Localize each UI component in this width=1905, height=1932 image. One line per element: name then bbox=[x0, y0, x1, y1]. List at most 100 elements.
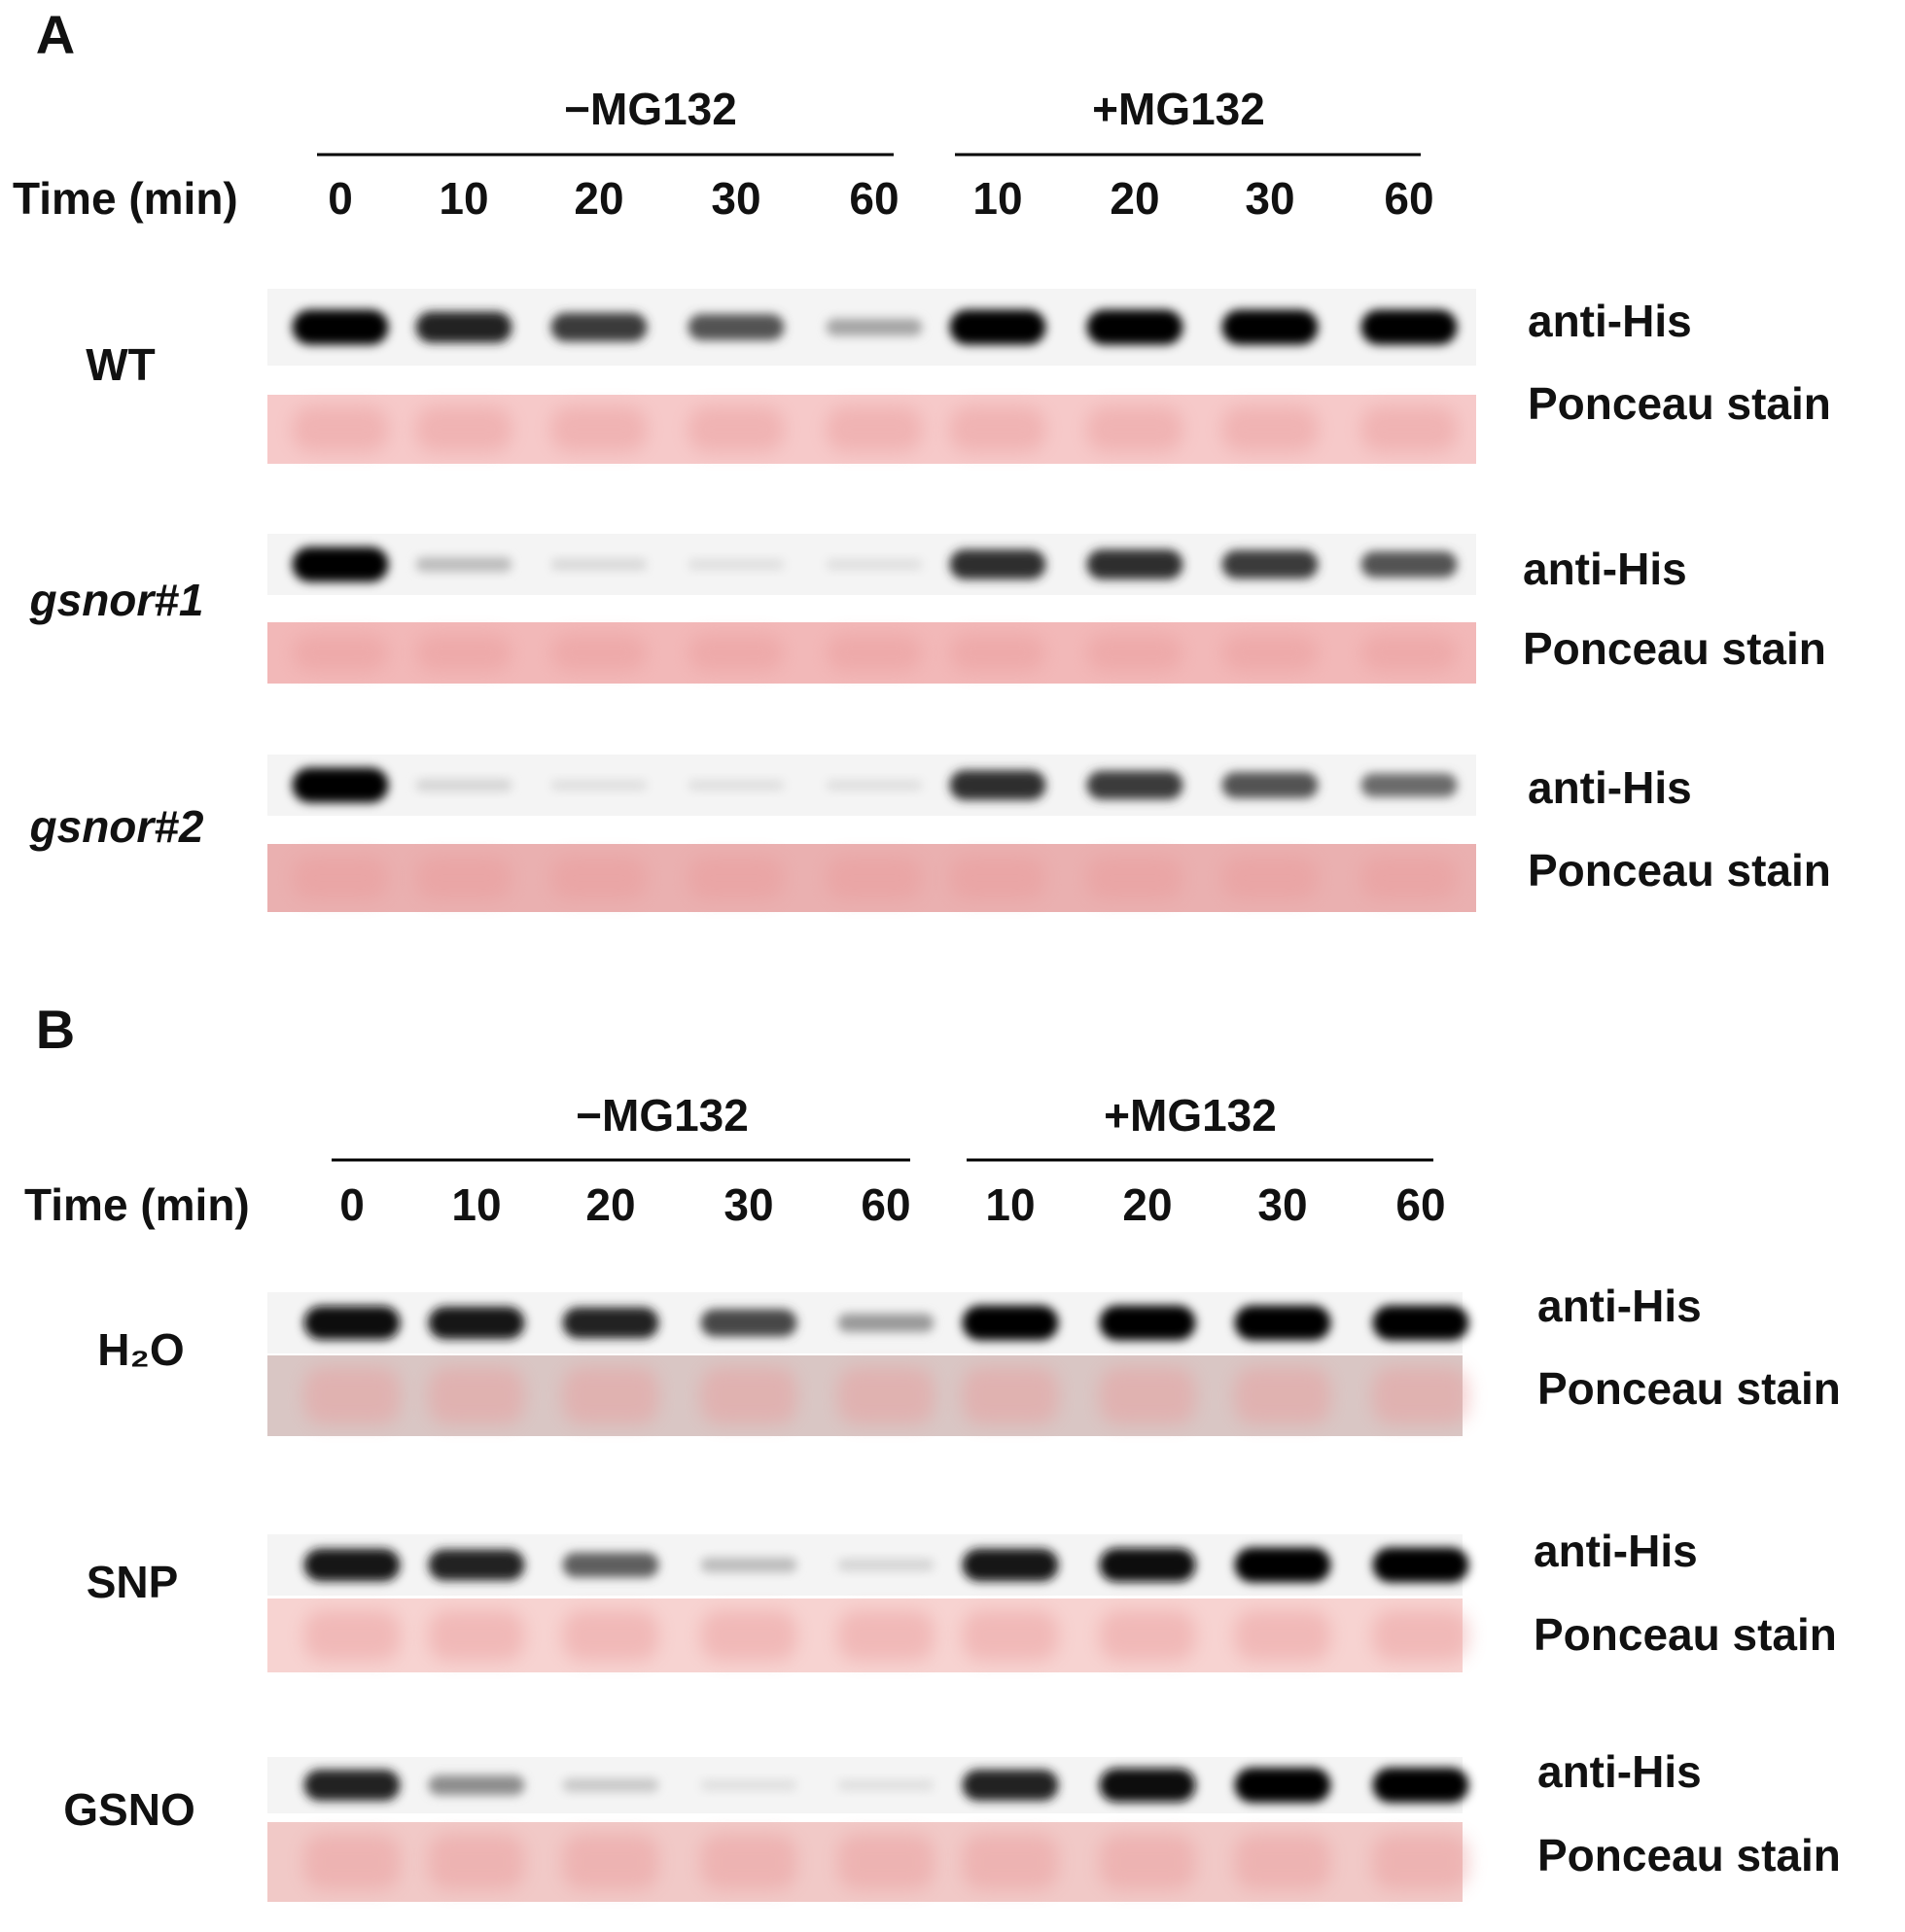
time-point: 30 bbox=[723, 1179, 773, 1230]
ponceau-band bbox=[688, 406, 785, 452]
sample-label: SNP bbox=[87, 1557, 179, 1607]
ponceau-band bbox=[688, 856, 785, 900]
blot-label: anti-His bbox=[1528, 762, 1692, 813]
panel-label: A bbox=[36, 4, 75, 65]
ponceau-band bbox=[1360, 856, 1458, 900]
ponceau-band bbox=[550, 634, 648, 672]
time-point: 30 bbox=[1245, 173, 1294, 224]
band bbox=[962, 1305, 1059, 1341]
ponceau-band bbox=[949, 634, 1046, 672]
blot-label: Ponceau stain bbox=[1537, 1830, 1841, 1880]
time-point: 0 bbox=[339, 1179, 365, 1230]
band bbox=[1099, 1768, 1196, 1803]
ponceau-band bbox=[1360, 406, 1458, 452]
time-point: 20 bbox=[1122, 1179, 1172, 1230]
band bbox=[562, 1778, 659, 1792]
band bbox=[837, 1779, 935, 1791]
band bbox=[1372, 1547, 1469, 1583]
band bbox=[415, 311, 512, 343]
band bbox=[1086, 549, 1183, 580]
band bbox=[1234, 1768, 1331, 1803]
blot-label: anti-His bbox=[1523, 544, 1687, 594]
ponceau-band bbox=[1234, 1610, 1331, 1661]
ponceau-band bbox=[826, 634, 923, 672]
ponceau-band bbox=[1099, 1610, 1196, 1661]
ponceau-band bbox=[700, 1834, 797, 1890]
ponceau-band bbox=[562, 1367, 659, 1424]
blot bbox=[267, 755, 1476, 912]
ponceau-band bbox=[837, 1610, 935, 1661]
band bbox=[562, 1552, 659, 1578]
time-point: 60 bbox=[1384, 173, 1433, 224]
sample-label: WT bbox=[86, 339, 156, 390]
band bbox=[688, 314, 785, 340]
sample-label: H₂O bbox=[97, 1324, 184, 1375]
band bbox=[1099, 1305, 1196, 1341]
band bbox=[1221, 309, 1319, 345]
band bbox=[826, 558, 923, 571]
time-label: Time (min) bbox=[13, 173, 238, 224]
band bbox=[1221, 549, 1319, 580]
sample-label: gsnor#2 bbox=[29, 801, 204, 852]
band bbox=[949, 549, 1046, 580]
band bbox=[550, 779, 648, 791]
ponceau-band bbox=[962, 1834, 1059, 1890]
time-point: 10 bbox=[439, 173, 488, 224]
time-point: 10 bbox=[985, 1179, 1035, 1230]
ponceau-band bbox=[415, 406, 512, 452]
band bbox=[837, 1559, 935, 1571]
ponceau-band bbox=[1086, 856, 1183, 900]
ponceau-band bbox=[1099, 1367, 1196, 1424]
time-point: 10 bbox=[972, 173, 1022, 224]
ponceau-band bbox=[826, 856, 923, 900]
ponceau-band bbox=[1221, 856, 1319, 900]
band bbox=[826, 779, 923, 791]
band bbox=[700, 1779, 797, 1791]
band bbox=[292, 767, 389, 803]
band bbox=[1234, 1305, 1331, 1341]
band bbox=[700, 1309, 797, 1337]
band bbox=[1086, 309, 1183, 345]
band bbox=[1360, 773, 1458, 797]
ponceau-band bbox=[415, 856, 512, 900]
band bbox=[1360, 551, 1458, 578]
ponceau-band bbox=[292, 856, 389, 900]
blot bbox=[267, 1534, 1469, 1672]
band bbox=[1221, 772, 1319, 798]
time-point: 20 bbox=[574, 173, 623, 224]
treatment-label: −MG132 bbox=[564, 84, 737, 134]
ponceau-band bbox=[700, 1367, 797, 1424]
time-label: Time (min) bbox=[24, 1179, 250, 1230]
band bbox=[428, 1306, 525, 1340]
ponceau-band bbox=[688, 634, 785, 672]
blot-label: anti-His bbox=[1534, 1526, 1698, 1576]
blot bbox=[267, 1292, 1469, 1436]
ponceau-band bbox=[962, 1610, 1059, 1661]
ponceau-band bbox=[550, 406, 648, 452]
band bbox=[826, 318, 923, 336]
ponceau-band bbox=[949, 406, 1046, 452]
ponceau-band bbox=[1221, 634, 1319, 672]
band bbox=[1086, 770, 1183, 800]
ponceau-band bbox=[428, 1367, 525, 1424]
ponceau-band bbox=[1372, 1834, 1469, 1890]
time-point: 60 bbox=[849, 173, 899, 224]
ponceau-band bbox=[292, 634, 389, 672]
sample-label: gsnor#1 bbox=[29, 575, 204, 625]
ponceau-band bbox=[1221, 406, 1319, 452]
treatment-label: +MG132 bbox=[1092, 84, 1265, 134]
band bbox=[949, 770, 1046, 800]
band bbox=[1360, 309, 1458, 345]
band bbox=[415, 779, 512, 791]
blot-label: Ponceau stain bbox=[1528, 845, 1831, 896]
blot-label: Ponceau stain bbox=[1537, 1363, 1841, 1414]
treatment-label: +MG132 bbox=[1104, 1090, 1277, 1141]
time-point: 0 bbox=[328, 173, 353, 224]
time-point: 30 bbox=[1257, 1179, 1307, 1230]
ponceau-band bbox=[1086, 406, 1183, 452]
ponceau-band bbox=[562, 1610, 659, 1661]
ponceau-band bbox=[1372, 1367, 1469, 1424]
ponceau-band bbox=[428, 1610, 525, 1661]
ponceau-band bbox=[292, 406, 389, 452]
band bbox=[303, 1306, 401, 1340]
